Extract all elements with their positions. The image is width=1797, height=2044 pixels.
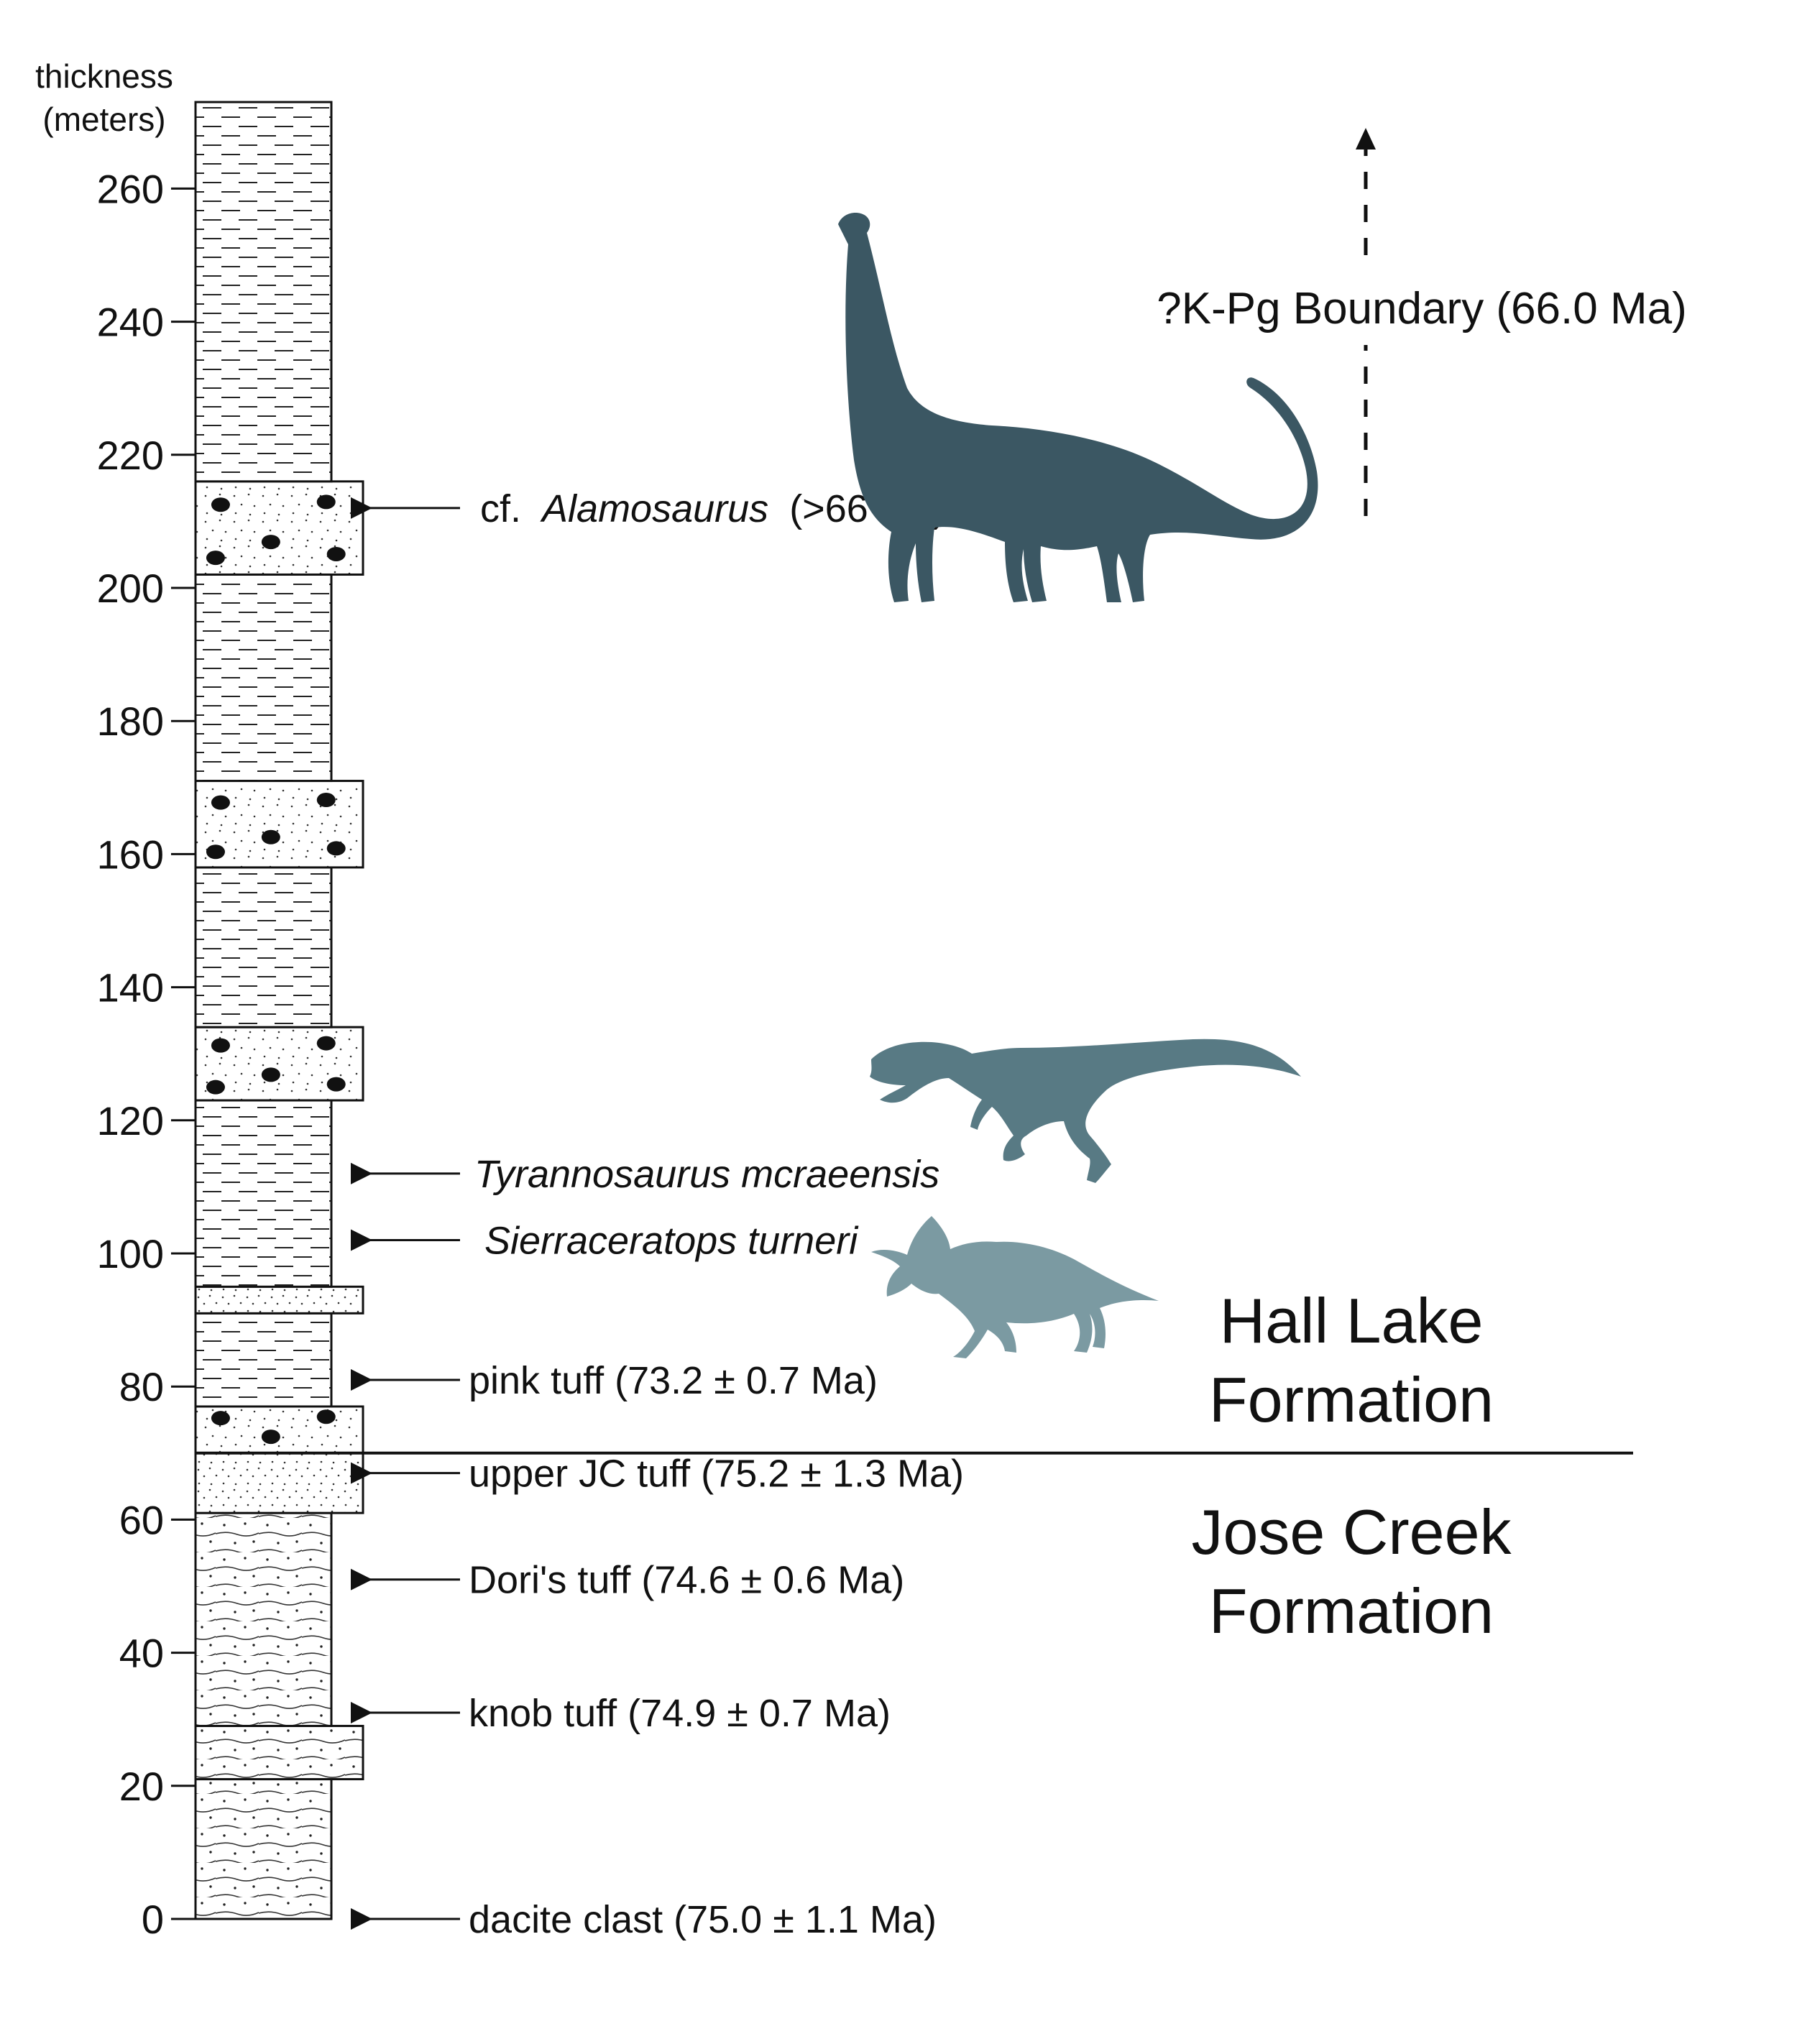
boulder <box>261 829 280 844</box>
hall-lake-formation-line2: Formation <box>1209 1364 1494 1435</box>
mudstone-bed <box>194 1312 333 1408</box>
label-pink-tuff: pink tuff (73.2 ± 0.7 Ma) <box>469 1359 878 1402</box>
boulder <box>206 551 225 566</box>
annotation-group: cf. Alamosaurus (>66 Ma) Tyrannosaurus m… <box>351 487 964 1941</box>
boulder <box>211 795 230 810</box>
thickness-axis: 0 20 40 60 80 100 120 140 160 180 200 220 240 260 <box>97 166 196 1942</box>
boulder <box>261 1430 280 1445</box>
boulder <box>261 535 280 550</box>
boulder <box>326 1077 346 1092</box>
axis-tick-label: 20 <box>119 1764 164 1809</box>
boulder <box>326 546 346 561</box>
annotation-upper-jc-tuff: upper JC tuff (75.2 ± 1.3 Ma) <box>351 1453 964 1496</box>
boulder <box>206 1079 225 1095</box>
tuff-bed <box>194 1285 364 1315</box>
axis-tick-label: 120 <box>97 1098 164 1143</box>
boulder <box>261 1067 280 1082</box>
axis-tick-label: 200 <box>97 566 164 611</box>
jose-creek-formation-line1: Jose Creek <box>1191 1496 1512 1567</box>
sandstone-bed <box>194 1724 364 1781</box>
boulder <box>211 1038 230 1053</box>
kpg-boundary-label: ?K-Pg Boundary (66.0 Ma) <box>1157 284 1687 333</box>
tuff-bed <box>194 1452 364 1514</box>
axis-tick-label: 40 <box>119 1631 164 1676</box>
boulder <box>316 1409 336 1424</box>
axis-tick-label: 220 <box>97 433 164 478</box>
boulder <box>206 844 225 860</box>
up-arrow-icon <box>1356 128 1376 149</box>
annotation-doris-tuff: Dori's tuff (74.6 ± 0.6 Ma) <box>351 1559 904 1602</box>
sauropod-silhouette-icon <box>838 213 1318 602</box>
sandstone-bed <box>194 1511 333 1727</box>
mudstone-bed <box>194 101 333 483</box>
jose-creek-formation-line2: Formation <box>1209 1575 1494 1647</box>
axis-tick-label: 160 <box>97 832 164 877</box>
mudstone-bed <box>194 1099 333 1288</box>
label-knob-tuff: knob tuff (74.9 ± 0.7 Ma) <box>469 1692 891 1735</box>
mudstone-bed <box>194 866 333 1028</box>
boulder <box>211 1411 230 1426</box>
boulder <box>316 793 336 808</box>
kpg-boundary-marker: ?K-Pg Boundary (66.0 Ma) <box>1157 128 1687 516</box>
axis-tick-label: 240 <box>97 300 164 345</box>
label-alamosaurus-name: Alamosaurus <box>540 487 768 530</box>
axis-tick-label: 0 <box>142 1897 164 1942</box>
axis-tick-label: 180 <box>97 699 164 744</box>
axis-tick-label: 60 <box>119 1497 164 1542</box>
axis-tick-label: 80 <box>119 1364 164 1409</box>
conglomerate-bed <box>194 480 364 576</box>
annotation-tyrannosaurus: Tyrannosaurus mcraeensis <box>351 1153 939 1196</box>
boulder <box>326 841 346 856</box>
label-sierraceratops: Sierraceratops turneri <box>484 1219 859 1262</box>
axis-title-line2: (meters) <box>42 101 165 138</box>
axis-tick-label: 140 <box>97 965 164 1011</box>
label-upper-jc-tuff: upper JC tuff (75.2 ± 1.3 Ma) <box>469 1453 964 1496</box>
label-dacite-clast: dacite clast (75.0 ± 1.1 Ma) <box>469 1898 937 1941</box>
annotation-pink-tuff: pink tuff (73.2 ± 0.7 Ma) <box>351 1359 878 1402</box>
label-tyrannosaurus: Tyrannosaurus mcraeensis <box>474 1153 939 1196</box>
boulder <box>316 1036 336 1051</box>
sandstone-bed <box>194 1778 333 1920</box>
annotation-alamosaurus: cf. Alamosaurus (>66 Ma) <box>351 487 946 530</box>
hall-lake-formation-line1: Hall Lake <box>1220 1285 1484 1356</box>
tyrannosaur-silhouette-icon <box>870 1039 1301 1183</box>
annotation-sierraceratops: Sierraceratops turneri <box>351 1219 859 1262</box>
label-alamosaurus: cf. Alamosaurus (>66 Ma) <box>480 487 946 530</box>
axis-title-line1: thickness <box>35 57 173 95</box>
label-doris-tuff: Dori's tuff (74.6 ± 0.6 Ma) <box>469 1559 904 1602</box>
stratigraphic-column <box>194 101 364 1920</box>
annotation-knob-tuff: knob tuff (74.9 ± 0.7 Ma) <box>351 1692 891 1735</box>
boulder <box>316 494 336 510</box>
axis-tick-label: 260 <box>97 166 164 211</box>
label-alamosaurus-prefix: cf. <box>480 487 521 530</box>
axis-tick-label: 100 <box>97 1231 164 1276</box>
ceratopsian-silhouette-icon <box>871 1216 1159 1358</box>
mudstone-bed <box>194 573 333 783</box>
annotation-dacite-clast: dacite clast (75.0 ± 1.1 Ma) <box>351 1898 937 1941</box>
boulder <box>211 497 230 512</box>
